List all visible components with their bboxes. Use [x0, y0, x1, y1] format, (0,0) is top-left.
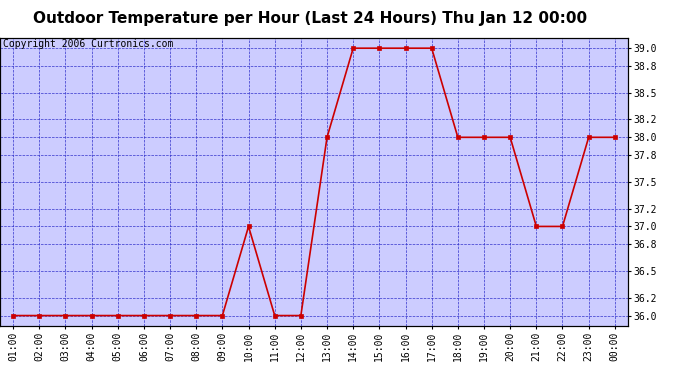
Text: Outdoor Temperature per Hour (Last 24 Hours) Thu Jan 12 00:00: Outdoor Temperature per Hour (Last 24 Ho…: [33, 11, 588, 26]
Text: Copyright 2006 Curtronics.com: Copyright 2006 Curtronics.com: [3, 39, 173, 49]
